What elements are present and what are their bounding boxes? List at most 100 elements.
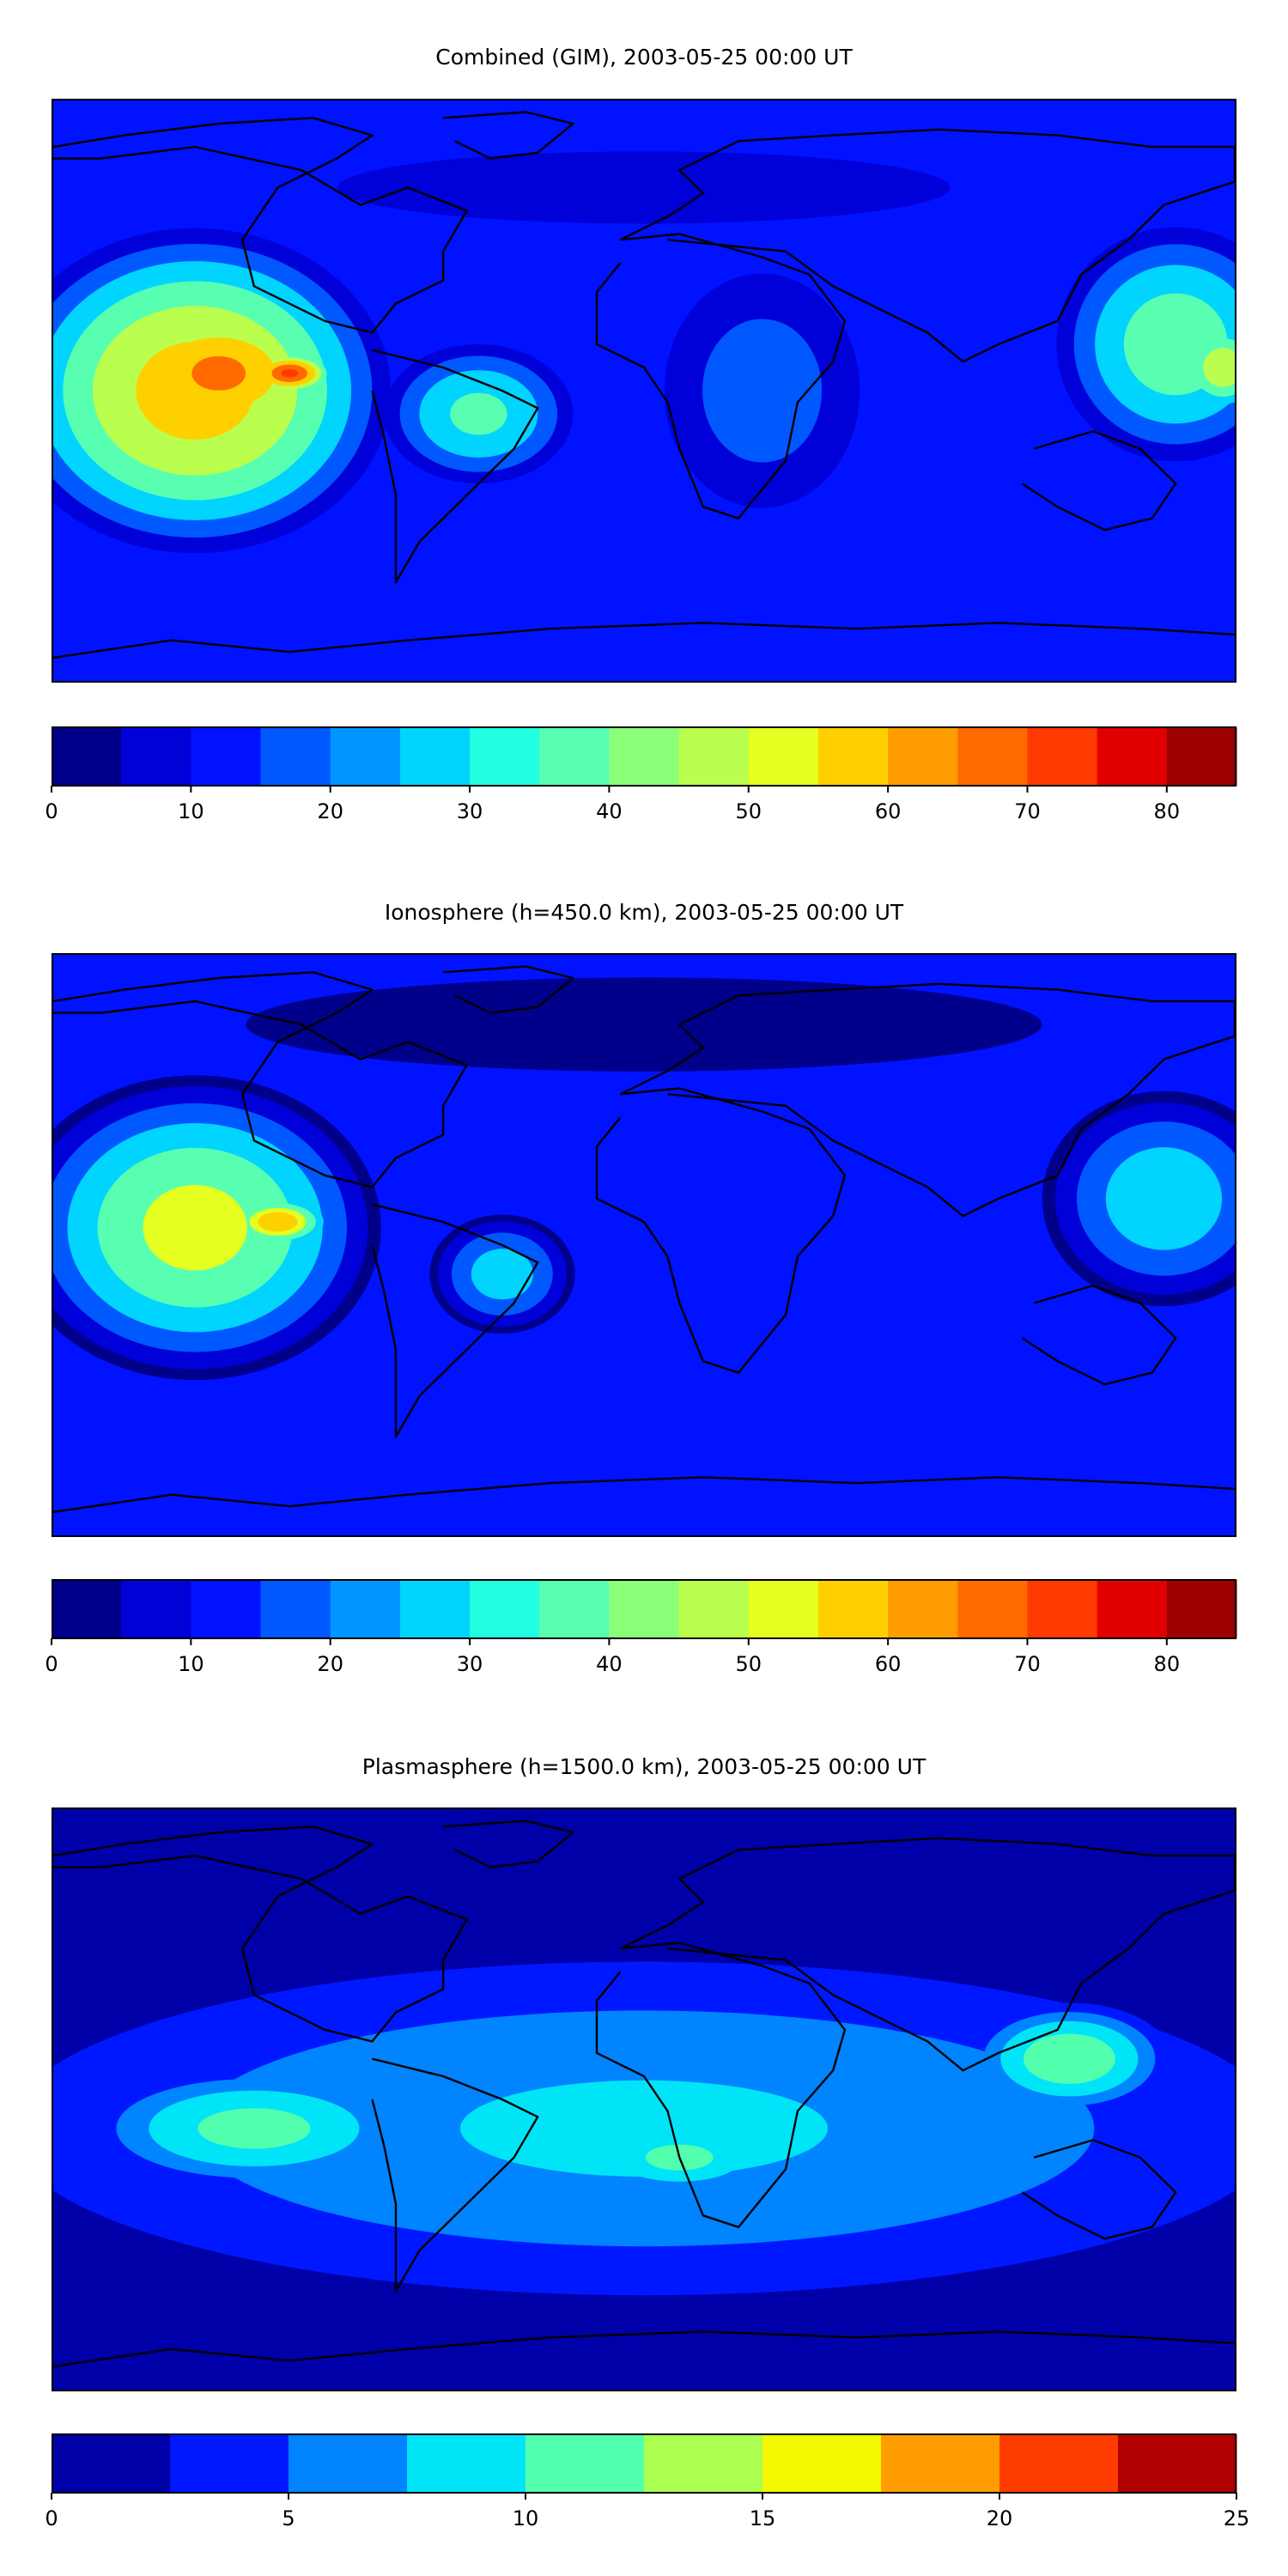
colorbar-swatch	[121, 727, 191, 786]
colorbar-swatch	[609, 1580, 680, 1638]
colorbar-tick-label: 0	[45, 799, 58, 823]
map-plot	[52, 1807, 1236, 2391]
contour-band-6-1	[258, 1212, 298, 1232]
colorbar-swatch	[1027, 1580, 1098, 1638]
colorbar-tick-label: 50	[735, 1652, 762, 1676]
colorbar-tick-label: 40	[596, 799, 623, 823]
colorbar-tick-label: 25	[1224, 2506, 1250, 2530]
colorbar: 0 5 10 15 20 25	[45, 2433, 1249, 2530]
colorbar-swatch	[470, 727, 540, 786]
contour-layer	[53, 1961, 1235, 2296]
colorbar-swatch	[1027, 727, 1098, 786]
coastline-5	[1021, 430, 1177, 532]
colorbar-swatch	[881, 2434, 1000, 2493]
colorbar-swatch	[957, 727, 1028, 786]
coastline-6	[53, 2330, 1235, 2368]
chart-title: Ionosphere (h=450.0 km), 2003-05-25 00:0…	[384, 900, 904, 925]
contour-band-3-3	[450, 392, 507, 435]
coastline-4	[619, 1837, 1235, 2072]
coastline-1	[443, 965, 574, 1014]
chart-title: Combined (GIM), 2003-05-25 00:00 UT	[435, 45, 853, 70]
contour-band-0-7	[337, 151, 951, 224]
colorbar-swatch	[52, 1580, 122, 1638]
colorbar-swatch	[260, 1580, 331, 1638]
chart-title: Plasmasphere (h=1500.0 km), 2003-05-25 0…	[361, 1754, 927, 1779]
colorbar-tick-label: 60	[875, 1652, 902, 1676]
colorbar-tick-label: 0	[45, 1652, 58, 1676]
coastline-1	[443, 111, 574, 160]
coastline-2	[371, 2057, 539, 2293]
coastline-6	[53, 1476, 1235, 1514]
colorbar-swatch	[407, 2434, 526, 2493]
colorbar-swatch	[1166, 1580, 1237, 1638]
colorbar-swatch	[539, 1580, 610, 1638]
coastline-2	[371, 1203, 539, 1438]
coastline-3	[595, 233, 847, 519]
coastline-0	[53, 971, 468, 1188]
contour-layer	[53, 151, 1235, 554]
colorbar-tick-label: 50	[735, 799, 762, 823]
coastline-3	[595, 1941, 847, 2228]
colorbar-swatch	[470, 1580, 540, 1638]
colorbar-swatch	[330, 727, 401, 786]
colorbar-tick-label: 20	[987, 2506, 1013, 2530]
colorbar-tick-label: 10	[178, 1652, 204, 1676]
colorbar-border	[52, 2433, 1236, 2494]
colorbar-swatch	[1166, 727, 1237, 786]
coastlines	[53, 111, 1235, 659]
contour-band-6-1	[191, 355, 246, 391]
colorbar-swatch	[121, 1580, 191, 1638]
colorbar-swatch	[748, 727, 819, 786]
colorbar-swatch	[748, 1580, 819, 1638]
colorbar-swatch	[678, 727, 750, 786]
colorbar-tick-label: 70	[1014, 1652, 1041, 1676]
coastline-4	[619, 128, 1235, 363]
contour-band-1-6	[702, 319, 823, 463]
colorbar-swatch	[52, 2434, 171, 2493]
colorbar-border	[52, 726, 1236, 787]
colorbar: 0 10 20 30 40 50 60 70 80	[45, 1578, 1237, 1676]
colorbar-tick-label: 15	[750, 2506, 776, 2530]
colorbar-swatch	[1097, 1580, 1168, 1638]
contour-band-5-0	[143, 1185, 247, 1271]
colorbar-swatch	[330, 1580, 401, 1638]
contour-band-3-1	[197, 2108, 311, 2149]
colorbar-tick-label: 40	[596, 1652, 623, 1676]
colorbar-tick-label: 30	[457, 1652, 483, 1676]
contour-band-4-5	[1203, 348, 1235, 387]
colorbar-swatch	[762, 2434, 882, 2493]
heatmap-svg	[53, 1809, 1235, 2390]
coastline-6	[53, 622, 1235, 659]
colorbar-svg: 0 10 20 30 40 50 60 70 80	[45, 726, 1237, 823]
colorbar-swatch	[399, 1580, 471, 1638]
contour-band-3-3	[1023, 2033, 1115, 2084]
colorbar-swatch	[888, 1580, 958, 1638]
colorbar-swatch	[539, 727, 610, 786]
colorbar-tick-label: 20	[317, 1652, 343, 1676]
colorbar-swatch	[957, 1580, 1028, 1638]
map-plot	[52, 99, 1236, 683]
contour-band-3-2	[471, 1249, 533, 1300]
coastline-5	[1021, 1285, 1177, 1386]
contour-band-7-2	[281, 368, 299, 378]
colorbar-tick-label: 80	[1154, 799, 1181, 823]
colorbar-svg: 0 5 10 15 20 25	[45, 2433, 1249, 2530]
colorbar-swatch	[170, 2434, 289, 2493]
colorbar-tick-label: 10	[513, 2506, 539, 2530]
colorbar: 0 10 20 30 40 50 60 70 80	[45, 726, 1237, 823]
colorbar-svg: 0 10 20 30 40 50 60 70 80	[45, 1579, 1237, 1676]
colorbar-tick-label: 70	[1014, 799, 1041, 823]
colorbar-tick-label: 10	[178, 799, 204, 823]
colorbar-swatch	[399, 727, 471, 786]
colorbar-swatch	[817, 727, 889, 786]
colorbar-swatch	[678, 1580, 750, 1638]
contour-layer	[53, 977, 1235, 1381]
colorbar-swatch	[1097, 727, 1168, 786]
contour-band-0-5	[246, 977, 1042, 1072]
colorbar-border	[52, 1579, 1236, 1639]
colorbar-swatch	[817, 1580, 889, 1638]
colorbar-swatch	[191, 1580, 262, 1638]
colorbar-swatch	[999, 2434, 1119, 2493]
contour-band-3-3	[1105, 1147, 1223, 1250]
colorbar-swatch	[1118, 2434, 1237, 2493]
